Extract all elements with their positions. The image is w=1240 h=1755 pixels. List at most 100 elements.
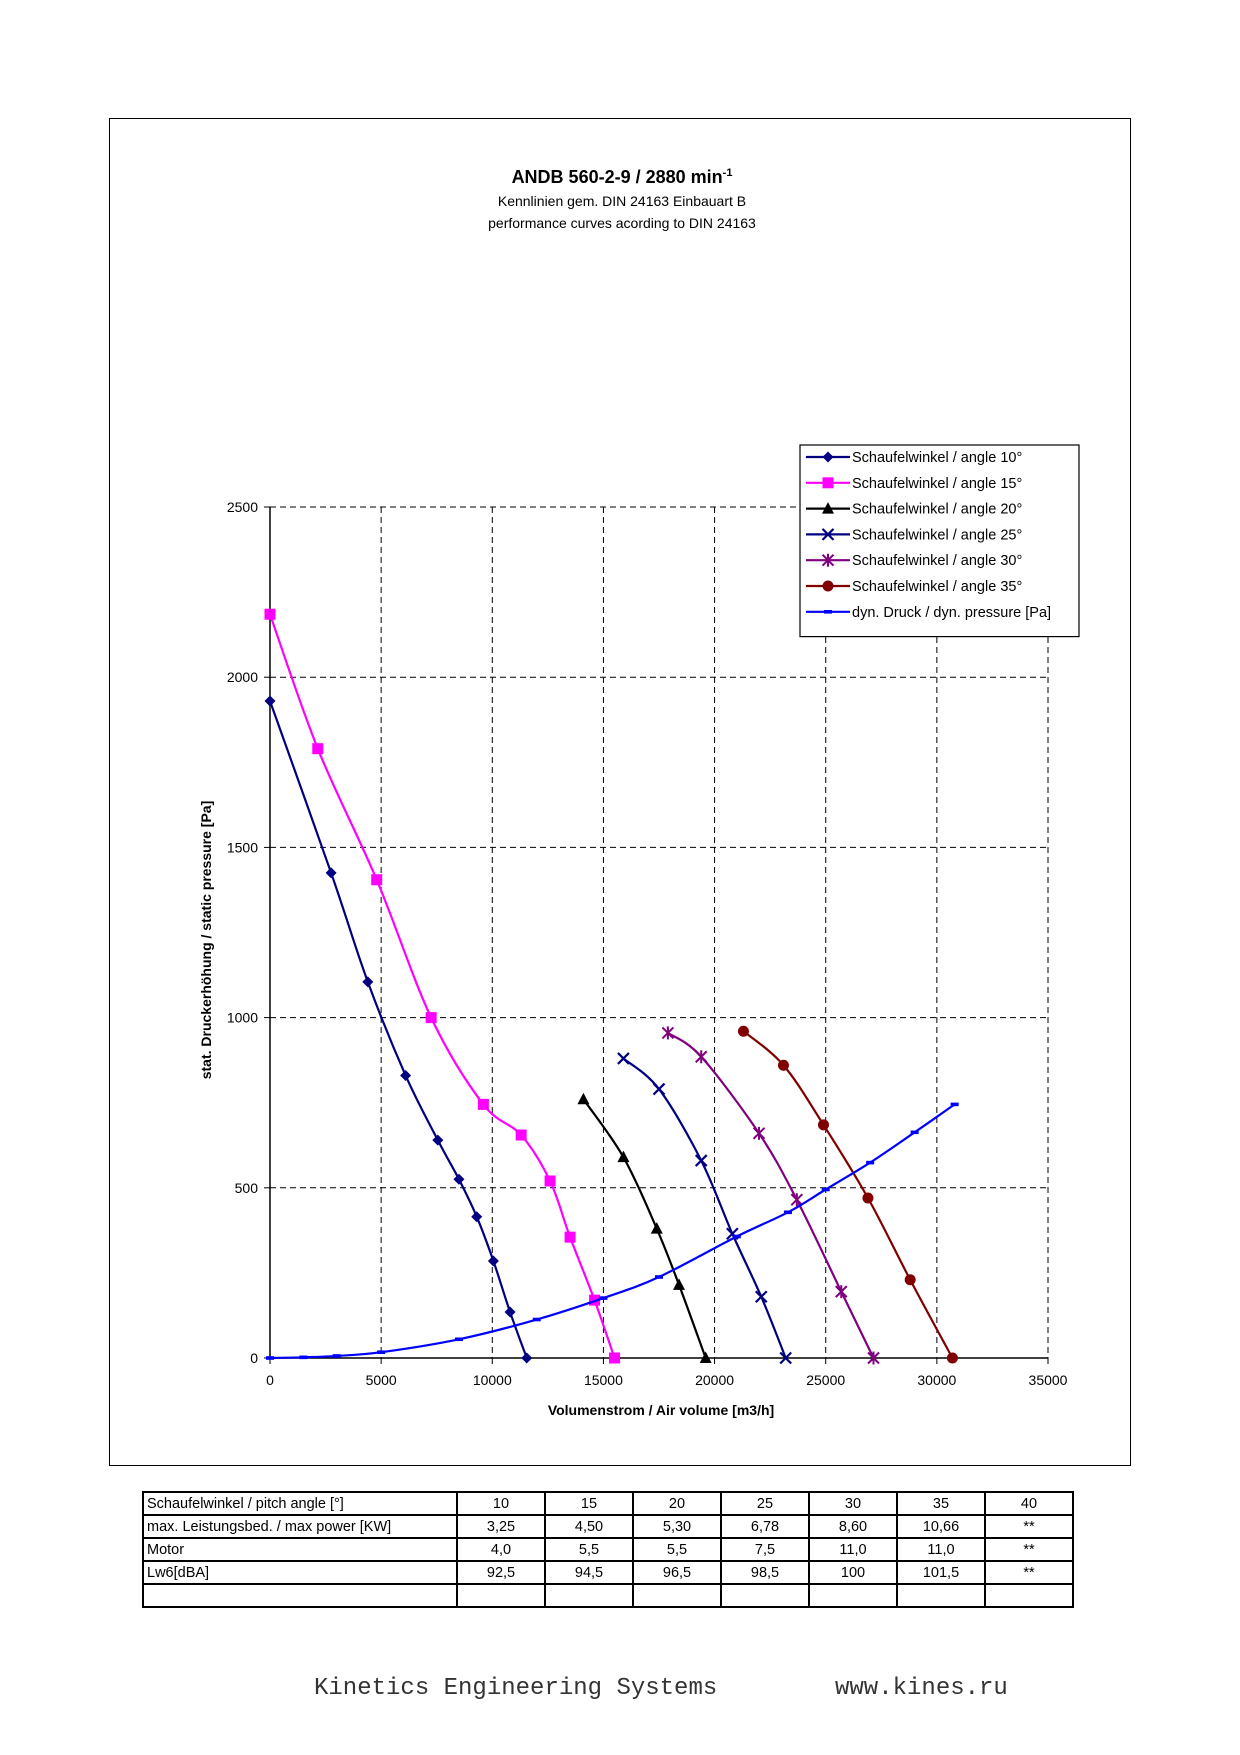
- data-point-5-2: [817, 1119, 829, 1131]
- footer-company: Kinetics Engineering Systems: [314, 1675, 718, 1702]
- data-point-4-5: [867, 1351, 880, 1365]
- x-tick-label-0: 0: [266, 1372, 274, 1388]
- series-layer: [264, 608, 959, 1365]
- table-cell: 94,5: [544, 1560, 634, 1585]
- data-point-4-2: [752, 1126, 766, 1140]
- legend-box: [799, 444, 1080, 638]
- data-point-6-4: [454, 1337, 463, 1342]
- table-row: Lw6[dBA] 92,5 94,5 96,5 98,5 100 101,5 **: [142, 1560, 1074, 1585]
- table-cell: 98,5: [720, 1560, 810, 1585]
- data-point-6-12: [910, 1130, 919, 1135]
- legend: Schaufelwinkel / angle 10° Schaufelwinkel…: [799, 444, 1080, 638]
- chart-subtitle-line-2: performance curves acording to DIN 24163: [488, 215, 756, 231]
- data-point-4-3: [790, 1193, 804, 1207]
- legend-item-0: Schaufelwinkel / angle 10°: [806, 450, 1022, 466]
- table-cell: [896, 1583, 986, 1608]
- data-point-6-1: [299, 1355, 308, 1360]
- data-point-3-1: [652, 1082, 666, 1096]
- data-point-1-1: [312, 743, 324, 755]
- table-row-label: Lw6[dBA]: [142, 1560, 458, 1585]
- table-row-label: Motor: [142, 1537, 458, 1562]
- legend-item-2: Schaufelwinkel / angle 20°: [806, 502, 1022, 518]
- data-point-0-2: [362, 976, 374, 988]
- series-4: [661, 1026, 880, 1365]
- table-cell: 30: [808, 1491, 898, 1516]
- data-point-6-7: [655, 1275, 663, 1279]
- table-row-label: [142, 1583, 458, 1608]
- legend-item-1: Schaufelwinkel / angle 15°: [806, 476, 1022, 492]
- table-row-label: max. Leistungsbed. / max power [KW]: [142, 1514, 458, 1539]
- series-6: [266, 1102, 959, 1360]
- data-point-0-1: [325, 867, 337, 879]
- data-point-5-0: [737, 1025, 749, 1037]
- table-cell: 25: [720, 1491, 810, 1516]
- data-point-3-4: [754, 1290, 768, 1304]
- data-point-0-8: [504, 1306, 516, 1318]
- data-point-6-6: [599, 1296, 608, 1300]
- chart-frame: [109, 118, 1131, 1466]
- y-tick-label-0: 0: [250, 1350, 258, 1366]
- table-cell: [544, 1583, 634, 1608]
- table-row: [142, 1583, 1074, 1608]
- data-point-2-1: [617, 1150, 630, 1163]
- spec-table: Schaufelwinkel / pitch angle [°] 10 15 20 25…: [142, 1491, 1074, 1608]
- legend-item-4: Schaufelwinkel / angle 30°: [806, 553, 1022, 569]
- data-point-6-0: [266, 1356, 274, 1360]
- data-point-1-0: [264, 608, 276, 620]
- data-point-1-4: [477, 1098, 489, 1110]
- table-cell: 5,5: [632, 1537, 722, 1562]
- data-point-3-5: [779, 1351, 792, 1365]
- legend-item-6: dyn. Druck / dyn. pressure [Pa]: [806, 605, 1051, 621]
- data-point-3-2: [694, 1154, 708, 1167]
- y-axis-title: stat. Druckerhöhung / static pressure [P…: [198, 801, 214, 1080]
- table-cell: 35: [896, 1491, 986, 1516]
- legend-label-0: Schaufelwinkel / angle 10°: [852, 450, 1022, 466]
- data-point-6-11: [866, 1160, 875, 1165]
- data-point-3-0: [617, 1052, 630, 1065]
- x-tick-label-5: 25000: [806, 1372, 845, 1388]
- data-point-6-5: [532, 1317, 541, 1322]
- series-2: [577, 1092, 712, 1363]
- table-cell: [632, 1583, 722, 1608]
- table-cell: 7,5: [720, 1537, 810, 1562]
- footer-website: www.kines.ru: [835, 1675, 1008, 1702]
- legend-marker-0: [822, 451, 834, 463]
- table-cell: 96,5: [632, 1560, 722, 1585]
- table-cell: 4,50: [544, 1514, 634, 1539]
- table-cell: 6,78: [720, 1514, 810, 1539]
- legend-label-5: Schaufelwinkel / angle 35°: [852, 579, 1022, 595]
- data-point-5-3: [862, 1192, 874, 1204]
- x-tick-label-7: 35000: [1029, 1372, 1068, 1388]
- x-tick-label-2: 10000: [473, 1372, 512, 1388]
- table-cell: 92,5: [456, 1560, 546, 1585]
- data-point-0-6: [471, 1211, 483, 1223]
- series-1: [264, 608, 621, 1364]
- table-cell: **: [984, 1514, 1074, 1539]
- data-point-6-8: [732, 1234, 741, 1239]
- x-tick-label-3: 15000: [584, 1372, 623, 1388]
- data-point-6-2: [332, 1354, 341, 1358]
- x-tick-label-1: 5000: [366, 1372, 397, 1388]
- legend-marker-6: [824, 610, 832, 614]
- legend-label-3: Schaufelwinkel / angle 25°: [852, 527, 1022, 543]
- legend-marker-2: [822, 502, 834, 514]
- series-line-4: [667, 1031, 875, 1359]
- x-tick-label-4: 20000: [695, 1372, 734, 1388]
- table-cell: 100: [808, 1560, 898, 1585]
- chart-title-superscript: -1: [723, 167, 733, 179]
- data-point-1-7: [564, 1231, 576, 1243]
- series-0: [264, 695, 533, 1364]
- data-point-6-10: [821, 1187, 830, 1192]
- x-axis-title: Volumenstrom / Air volume [m3/h]: [548, 1402, 774, 1418]
- chart-title: ANDB 560-2-9 / 2880 min-1: [512, 167, 733, 187]
- table-row: Motor 4,0 5,5 5,5 7,5 11,0 11,0 **: [142, 1537, 1074, 1562]
- data-point-4-0: [661, 1026, 675, 1040]
- table-cell: 40: [984, 1491, 1074, 1516]
- table-cell: 11,0: [896, 1537, 986, 1562]
- legend-label-2: Schaufelwinkel / angle 20°: [852, 502, 1022, 518]
- legend-marker-4: [821, 553, 835, 567]
- legend-marker-3: [821, 528, 835, 541]
- table-cell: 20: [632, 1491, 722, 1516]
